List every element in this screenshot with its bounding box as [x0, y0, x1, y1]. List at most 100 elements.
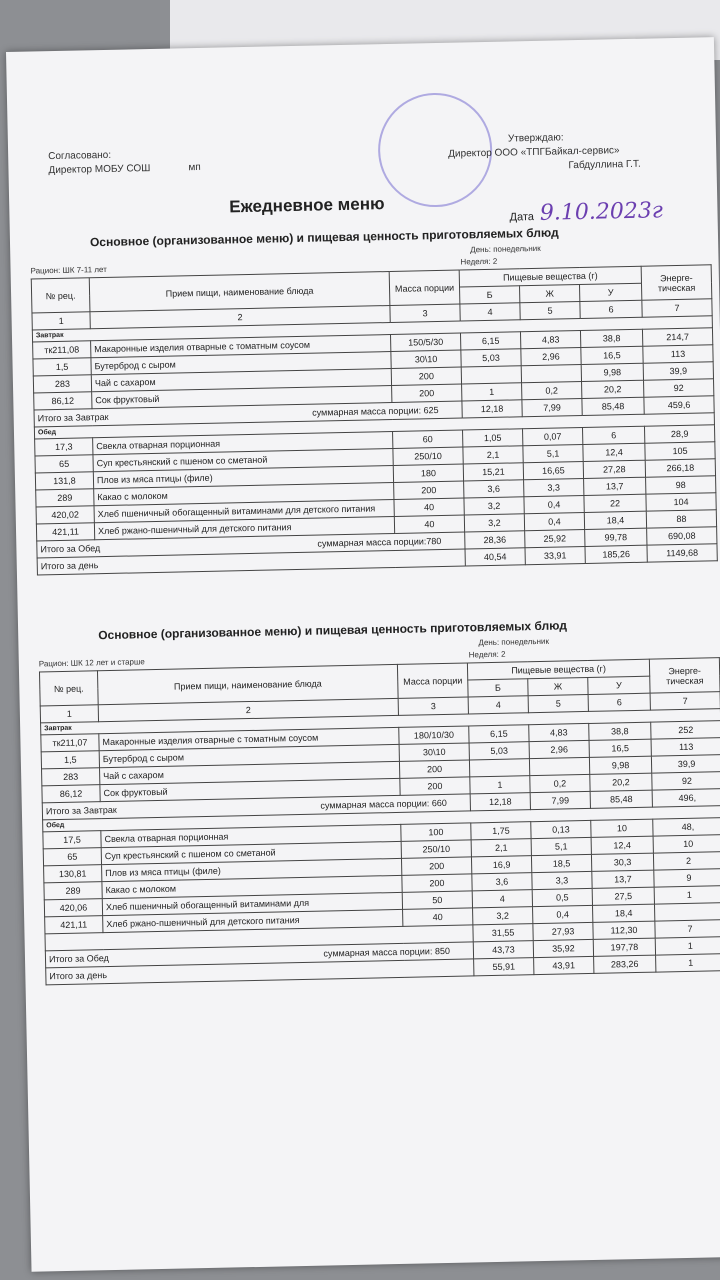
cell-zh: 0,4 [524, 512, 585, 531]
cell-code: 86,12 [41, 784, 101, 803]
cell-mass: 250/10 [392, 447, 464, 466]
cell-code: 65 [43, 847, 102, 866]
cell-zh: 2,96 [529, 740, 590, 759]
cell-b: 5,03 [460, 348, 522, 368]
approve-name: Габдуллина Г.Т. [568, 158, 641, 172]
cell-b: 5,03 [469, 741, 530, 760]
cell-zh: 7,99 [530, 791, 591, 810]
empty-cell [654, 902, 720, 922]
cell-u: 12,4 [582, 443, 646, 462]
total-label-text: Итого за Обед [40, 543, 101, 555]
cell-b: 3,2 [463, 496, 525, 516]
cell-energy: 48, [652, 817, 720, 837]
cell-energy: 459,6 [643, 395, 715, 415]
total-label-text: Итого за день [40, 560, 99, 572]
cell-b: 1 [469, 775, 531, 794]
mass-note: суммарная масса порции: 850 [323, 945, 451, 959]
cell-mass: 100 [400, 822, 472, 842]
cell-energy: 104 [645, 492, 717, 512]
cell-mass: 250/10 [401, 839, 472, 859]
cell-mass: 200 [393, 481, 464, 500]
cell-zh: 27,93 [532, 922, 594, 941]
cell-zh: 0,4 [532, 905, 593, 924]
cell-u: 283,26 [593, 955, 656, 974]
cell-mass: 200 [399, 759, 470, 779]
date-label: Дата [509, 210, 535, 224]
column-header: Энерге-тическая [641, 264, 712, 301]
cell-mass: 50 [402, 890, 473, 910]
column-header: № рец. [31, 277, 90, 314]
cell-code: тк211,08 [32, 340, 91, 360]
week: Неделя: 2 [460, 256, 498, 267]
cell-b: 3,6 [471, 872, 533, 891]
cell-mass: 30\10 [399, 742, 470, 762]
cell-code: 17,5 [42, 830, 102, 849]
cell-b: 4 [472, 889, 533, 908]
cell-code: 130,81 [43, 864, 102, 883]
cell-mass: 30\10 [390, 350, 462, 369]
cell-u: 27,28 [583, 460, 646, 479]
director: Директор МОБУ СОШ [48, 163, 151, 177]
total-label-text: Итого за Обед [48, 953, 109, 965]
total-label-text: Итого за день [49, 970, 108, 982]
cell-energy: 10 [653, 834, 720, 854]
cell-code: тк211,07 [40, 733, 100, 752]
cell-code: 283 [33, 374, 92, 393]
cell-zh: 18,5 [531, 854, 592, 873]
cell-mass: 180/10/30 [398, 725, 470, 745]
cell-code: 131,8 [35, 471, 94, 490]
column-header: № рец. [39, 670, 99, 706]
cell-mass: 40 [393, 498, 465, 517]
cell-b: 43,73 [473, 940, 534, 959]
cell-u: 27,5 [592, 887, 655, 906]
cell-zh: 16,65 [523, 461, 584, 480]
cell-u: 99,78 [584, 528, 647, 547]
cell-code: 86,12 [33, 391, 92, 410]
cell-u: 20,2 [589, 773, 653, 792]
cell-b: 3,6 [463, 479, 524, 499]
cell-mass: 200 [401, 873, 473, 893]
cell-energy: 39,9 [643, 361, 714, 381]
column-number: 1 [31, 311, 91, 331]
cell-b: 3,2 [472, 906, 533, 925]
cell-energy: 88 [646, 509, 717, 529]
cell-u: 18,4 [584, 511, 647, 530]
column-header: У [579, 283, 642, 302]
column-number: 6 [588, 693, 651, 712]
cell-code: 289 [43, 881, 103, 900]
cell-u: 9,98 [581, 363, 644, 382]
date-value: 9.10.2023г [539, 198, 664, 226]
column-header: Б [467, 678, 529, 697]
cell-zh: 4,83 [528, 723, 590, 742]
column-number: 4 [459, 302, 521, 322]
cell-b: 1,05 [462, 428, 523, 448]
cell-code: 1,5 [41, 750, 100, 769]
cell-code: 420,06 [44, 898, 103, 917]
column-number: 7 [641, 298, 713, 318]
cell-energy: 252 [650, 720, 720, 740]
mass-note: суммарная масса порции: 660 [320, 797, 447, 811]
cell-energy: 98 [645, 475, 716, 495]
cell-u: 13,7 [583, 477, 646, 496]
cell-u: 22 [583, 494, 647, 513]
cell-b: 40,54 [465, 547, 526, 566]
column-header: Б [459, 285, 520, 305]
cell-u: 12,4 [591, 836, 654, 855]
cell-u: 16,5 [580, 346, 644, 365]
column-number: 1 [40, 704, 99, 723]
cell-energy: 39,9 [651, 754, 720, 774]
ration: Рацион: ШК 7-11 лет [30, 264, 107, 276]
cell-mass: 200 [391, 367, 462, 386]
cell-energy: 113 [651, 737, 720, 757]
week: Неделя: 2 [468, 649, 506, 660]
mass-note: суммарная масса порции:780 [317, 535, 442, 549]
cell-b: 1 [461, 382, 522, 402]
agreed: Согласовано: [48, 149, 112, 163]
cell-zh: 0,2 [529, 774, 591, 793]
cell-code: 65 [34, 454, 94, 473]
cell-u: 112,30 [592, 921, 656, 940]
empty-cell [529, 757, 590, 776]
cell-u: 13,7 [591, 870, 655, 889]
cell-energy: 105 [644, 441, 716, 461]
